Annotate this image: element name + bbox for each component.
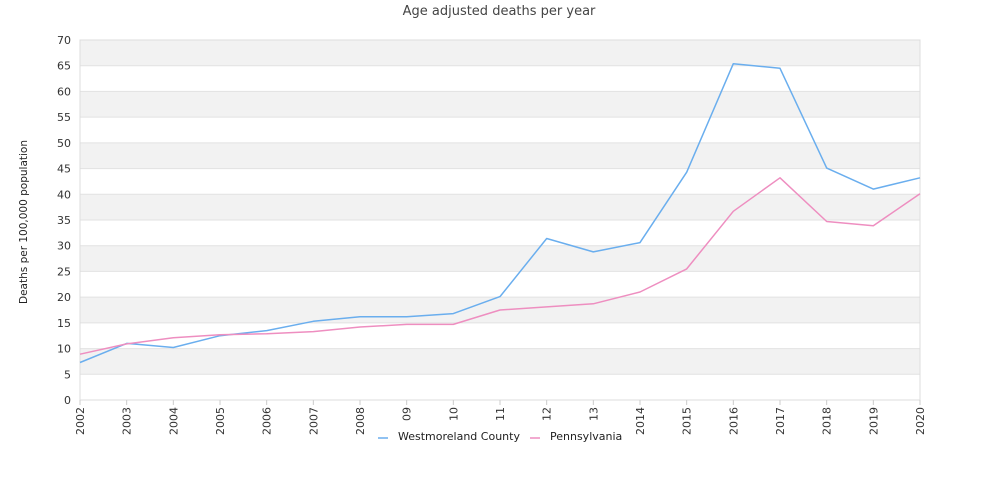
y-tick-label: 15 — [57, 317, 71, 330]
y-tick-label: 10 — [57, 343, 71, 356]
grid-band — [80, 65, 920, 92]
x-tick-label: 2002 — [74, 407, 87, 435]
grid-band — [80, 168, 920, 195]
y-tick-label: 25 — [57, 265, 71, 278]
y-tick-label: 20 — [57, 291, 71, 304]
y-axis-title: Deaths per 100,000 population — [18, 140, 30, 304]
grid-band — [80, 374, 920, 400]
x-tick-label: 09 — [401, 407, 414, 421]
x-tick-label: 2020 — [914, 407, 927, 435]
y-tick-label: 60 — [57, 85, 71, 98]
grid-band — [80, 348, 920, 375]
legend-label: Pennsylvania — [550, 430, 622, 443]
grid-band — [80, 91, 920, 118]
y-axis-ticks: 0 5 10 15 20 25 30 35 40 45 50 55 60 65 70 — [57, 34, 71, 407]
y-tick-label: 35 — [57, 214, 71, 227]
x-tick-label: 2005 — [214, 407, 227, 435]
series-line-2 — [79, 177, 921, 355]
y-tick-label: 40 — [57, 188, 71, 201]
x-axis-ticks: 2002 2003 2004 2005 2006 2007 2008 09 10 11 12 13 20… — [74, 400, 927, 435]
y-tick-label: 65 — [57, 60, 71, 73]
series-line-1 — [79, 62, 921, 364]
x-tick-label: 2016 — [727, 407, 740, 435]
y-tick-label: 45 — [57, 163, 71, 176]
x-tick-label: 12 — [541, 407, 554, 421]
grid-band — [80, 220, 920, 246]
y-tick-label: 50 — [57, 137, 71, 150]
y-tick-label: 0 — [64, 394, 71, 407]
x-tick-label: 2004 — [167, 407, 180, 435]
chart-title: Age adjusted deaths per year — [403, 4, 596, 19]
x-tick-label: 2017 — [774, 407, 787, 435]
grid-band — [80, 40, 920, 66]
x-tick-label: 2018 — [821, 407, 834, 435]
x-tick-label: 2015 — [681, 407, 694, 435]
y-tick-label: 5 — [64, 368, 71, 381]
y-tick-label: 30 — [57, 240, 71, 253]
x-tick-label: 13 — [587, 407, 600, 421]
legend: Westmoreland County Pennsylvania — [378, 430, 622, 443]
grid-band — [80, 142, 920, 169]
x-tick-label: 11 — [494, 407, 507, 421]
x-tick-label: 10 — [447, 407, 460, 421]
grid-bands — [79, 39, 921, 401]
x-tick-label: 2019 — [867, 407, 880, 435]
grid-band — [80, 271, 920, 298]
x-tick-label: 2006 — [261, 407, 274, 435]
x-tick-label: 2008 — [354, 407, 367, 435]
series-lines — [79, 62, 921, 364]
y-tick-label: 70 — [57, 34, 71, 47]
x-tick-label: 2007 — [307, 407, 320, 435]
legend-label: Westmoreland County — [398, 430, 520, 443]
x-tick-label: 2003 — [121, 407, 134, 435]
y-tick-label: 55 — [57, 111, 71, 124]
grid-band — [80, 245, 920, 272]
x-tick-label: 2014 — [634, 407, 647, 435]
grid-band — [80, 194, 920, 220]
grid-band — [80, 117, 920, 143]
